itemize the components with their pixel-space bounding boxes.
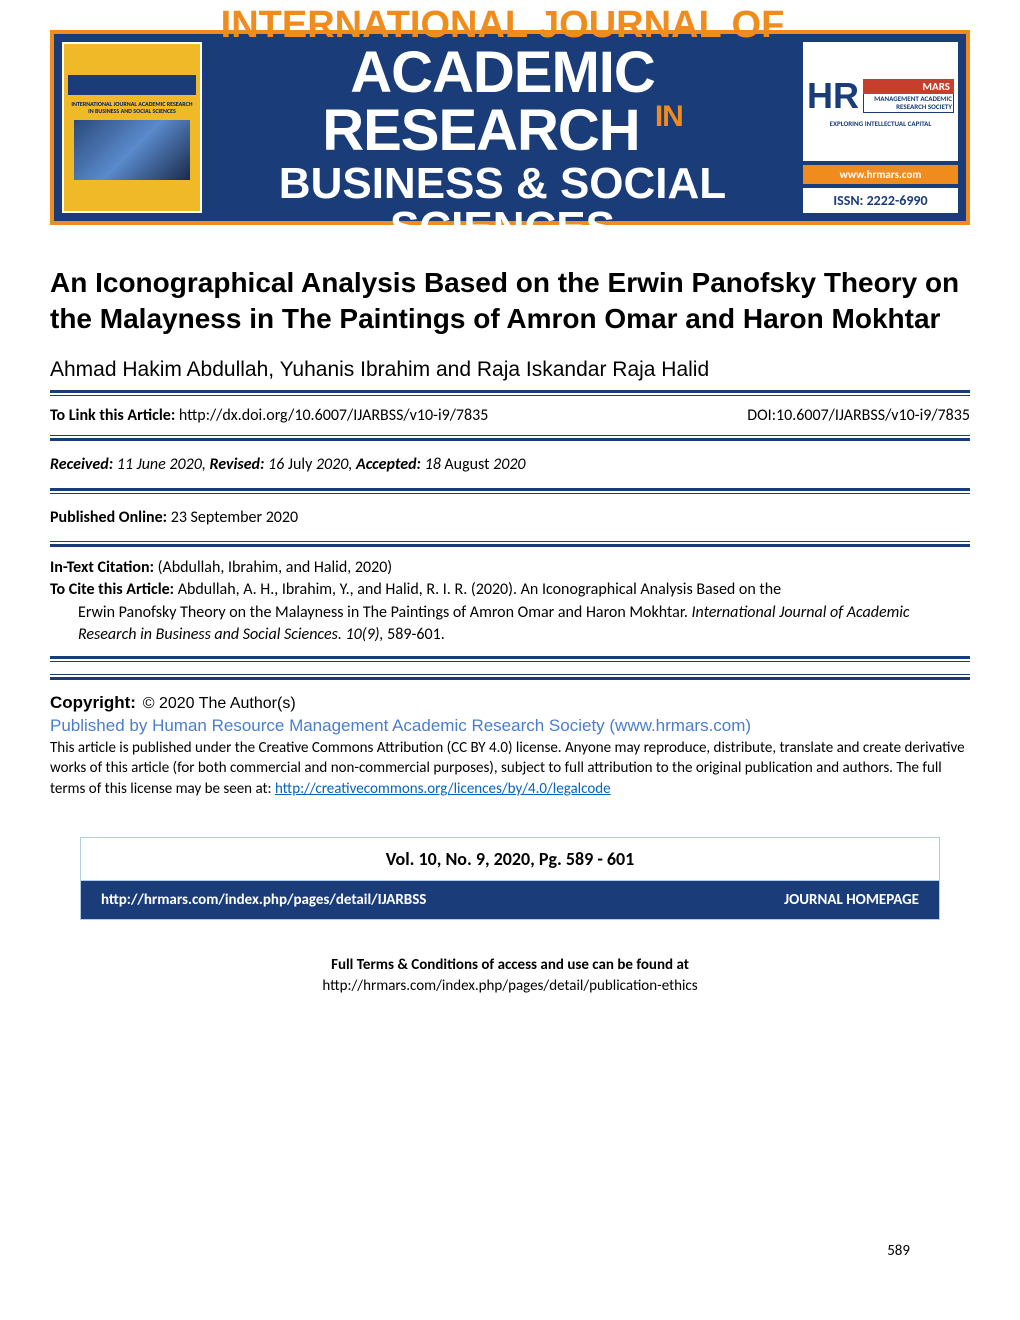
terms-block: Full Terms & Conditions of access and us… (50, 955, 970, 997)
volume-link-row: http://hrmars.com/index.php/pages/detail… (81, 881, 939, 919)
banner-cover-thumb: INTERNATIONAL JOURNAL ACADEMIC RESEARCH … (62, 42, 202, 213)
citation-block: In-Text Citation: (Abdullah, Ibrahim, an… (50, 551, 970, 653)
pub-online-row: Published Online: 23 September 2020 (50, 498, 970, 537)
link-row: To Link this Article: http://dx.doi.org/… (50, 400, 970, 431)
link-label: To Link this Article: (50, 406, 175, 425)
hr-logo-text: HR (807, 75, 859, 117)
journal-homepage-link[interactable]: JOURNAL HOMEPAGE (784, 891, 919, 909)
journal-url[interactable]: http://hrmars.com/index.php/pages/detail… (101, 891, 426, 909)
mars-sub: MANAGEMENT ACADEMIC RESEARCH SOCIETY (863, 94, 954, 112)
page-number: 589 (887, 1242, 910, 1260)
hr-logo-box: HR MARS MANAGEMENT ACADEMIC RESEARCH SOC… (803, 42, 958, 161)
mars-badge: MARS (863, 79, 954, 94)
doi: DOI:10.6007/IJARBSS/v10-i9/7835 (747, 406, 970, 425)
journal-banner: INTERNATIONAL JOURNAL ACADEMIC RESEARCH … (50, 30, 970, 225)
article-authors: Ahmad Hakim Abdullah, Yuhanis Ibrahim an… (50, 358, 970, 382)
license-link[interactable]: http://creativecommons.org/licences/by/4… (275, 780, 611, 798)
banner-url[interactable]: www.hrmars.com (803, 165, 958, 184)
banner-title: INTERNATIONAL JOURNAL OF ACADEMIC RESEAR… (214, 6, 791, 250)
banner-line3: BUSINESS & SOCIAL SCIENCES (214, 162, 791, 250)
banner-publisher-box: HR MARS MANAGEMENT ACADEMIC RESEARCH SOC… (803, 42, 958, 213)
terms-url[interactable]: http://hrmars.com/index.php/pages/detail… (50, 976, 970, 997)
publisher-line: Published by Human Resource Management A… (50, 715, 970, 738)
cover-mini-title: INTERNATIONAL JOURNAL ACADEMIC RESEARCH … (68, 101, 196, 114)
dates-row: Received: 11 June 2020, Revised: 16 July… (50, 445, 970, 484)
link-url[interactable]: http://dx.doi.org/10.6007/IJARBSS/v10-i9… (179, 406, 488, 425)
volume-box: Vol. 10, No. 9, 2020, Pg. 589 - 601 http… (80, 837, 940, 920)
volume-header: Vol. 10, No. 9, 2020, Pg. 589 - 601 (81, 838, 939, 881)
banner-line1: INTERNATIONAL JOURNAL OF (214, 6, 791, 44)
terms-label: Full Terms & Conditions of access and us… (50, 955, 970, 976)
article-title: An Iconographical Analysis Based on the … (50, 265, 970, 338)
banner-line2: ACADEMIC RESEARCH IN (214, 44, 791, 160)
copyright-block: Copyright: © 2020 The Author(s) Publishe… (50, 684, 970, 807)
issn: ISSN: 2222-6990 (803, 188, 958, 213)
tagline: EXPLORING INTELLECTUAL CAPITAL (830, 119, 932, 128)
